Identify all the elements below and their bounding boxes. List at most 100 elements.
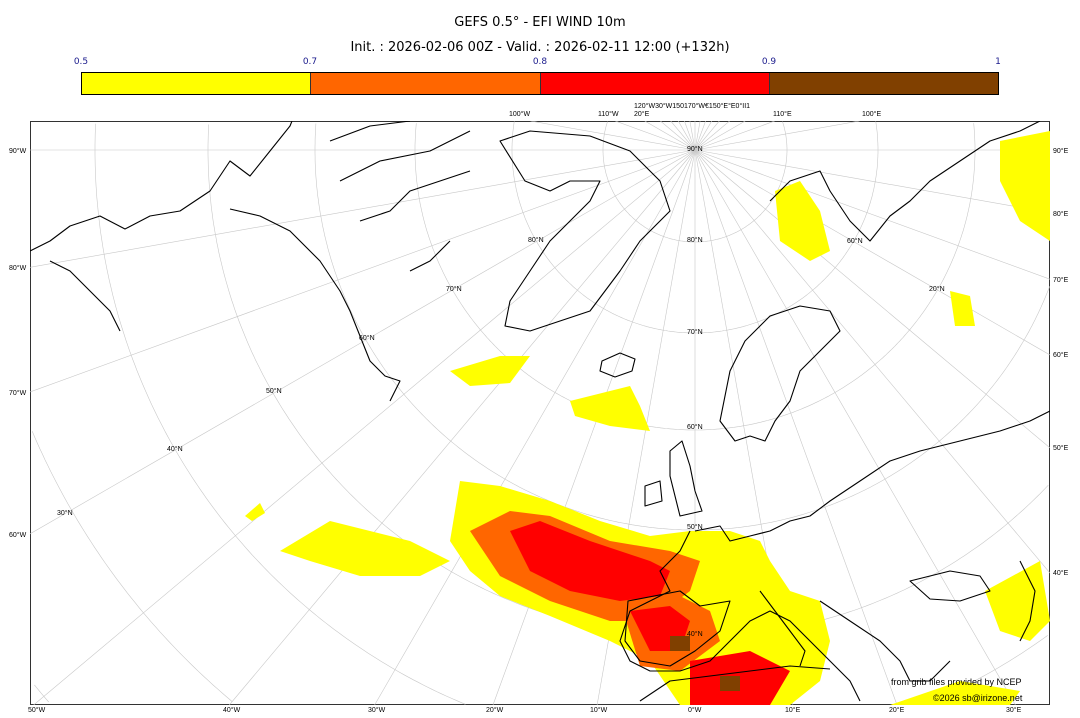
meridian-line — [530, 121, 696, 151]
lon-label: 80°E — [1053, 211, 1069, 218]
efi-area-iceland-south — [570, 386, 650, 431]
coastline-black-caspian — [909, 560, 1036, 642]
lon-label: 60°W — [9, 532, 27, 539]
parallel-circle — [34, 684, 49, 703]
lon-label: 60°E — [1053, 352, 1069, 359]
meridian-line — [694, 121, 730, 151]
meridian-line — [670, 121, 696, 151]
coastline-iceland — [599, 352, 636, 378]
lon-label: 120°W30°W150170°W€150°E°E0°II120°E — [634, 103, 751, 118]
colorbar-tick: 0.5 — [73, 57, 89, 67]
parallel-circle — [207, 124, 1049, 638]
meridian-line — [374, 149, 696, 705]
lon-label: 30°E — [1006, 707, 1022, 714]
lon-label: 90°E — [1053, 148, 1069, 155]
meridian-line — [694, 121, 860, 151]
meridian-line — [694, 121, 720, 151]
lat-label: 60°N — [847, 238, 863, 245]
lon-label: 20°W — [486, 707, 504, 714]
meridian-line — [694, 149, 898, 705]
lat-label: 60°N — [687, 424, 703, 431]
lon-label: 30°W — [368, 707, 386, 714]
lon-label: 40°W — [223, 707, 241, 714]
lon-label: 40°E — [1053, 570, 1069, 577]
lon-label: 100°W — [509, 111, 531, 118]
lon-label: 110°E — [773, 111, 792, 118]
meridian-line — [694, 121, 775, 151]
lat-label: 50°N — [266, 388, 282, 395]
lon-label: 50°E — [1053, 445, 1069, 452]
colorbar-tick: 1 — [995, 57, 1001, 67]
coastline-british-isles — [644, 440, 703, 517]
meridian-line — [492, 149, 696, 705]
meridian-line — [694, 149, 1050, 356]
coastline-russia-arctic — [769, 121, 1041, 242]
lon-label: 0°W — [688, 707, 702, 714]
coastline-scandinavia — [719, 305, 841, 442]
lon-label: 110°W — [598, 111, 619, 118]
coastline-greenland — [499, 130, 671, 332]
meridian-line — [694, 149, 1016, 705]
efi-area-south-greenland — [450, 356, 530, 386]
coastline-north-africa — [639, 665, 831, 702]
colorbar-segment-red — [540, 73, 770, 94]
map-canvas — [30, 121, 1050, 705]
coastline-europe — [619, 410, 1050, 702]
colorbar-tick: 0.9 — [761, 57, 777, 67]
meridian-line — [694, 121, 712, 151]
meridian-line — [694, 149, 1050, 280]
parallel-circle — [31, 431, 233, 702]
meridian-line — [694, 121, 706, 151]
meridian-line — [678, 121, 696, 151]
meridian-line — [689, 121, 696, 151]
efi-area-turkey — [890, 681, 1020, 705]
meridian-line — [694, 121, 746, 151]
meridian-line — [615, 121, 696, 151]
lon-label: 10°W — [590, 707, 608, 714]
lon-label: 90°W — [9, 148, 27, 155]
lat-label: 60°N — [359, 335, 375, 342]
efi-area-iberia-brown — [670, 636, 690, 651]
coastlines — [30, 121, 1050, 702]
parallel-circle — [511, 121, 879, 334]
colorbar-tick: 0.7 — [302, 57, 318, 67]
lat-label: 20°N — [929, 286, 945, 293]
meridian-line — [644, 121, 696, 151]
lat-label: 70°N — [687, 329, 703, 336]
coastline-canadian-arctic — [329, 121, 471, 272]
lat-label: 30°N — [57, 510, 73, 517]
lon-label: 50°W — [28, 707, 46, 714]
efi-area-west — [245, 503, 265, 521]
lon-label: 70°E — [1053, 277, 1069, 284]
lat-label: 70°N — [446, 286, 462, 293]
lon-label: 100°E — [862, 111, 882, 118]
colorbar-segment-brown — [769, 73, 998, 94]
lon-label: 70°W — [9, 390, 27, 397]
copyright-credit: ©2026 sb@irizone.net — [933, 693, 1023, 703]
lat-label: 80°N — [528, 237, 544, 244]
chart-subtitle: Init. : 2026-02-06 00Z - Valid. : 2026-0… — [350, 40, 730, 55]
efi-area-urals — [950, 291, 975, 326]
meridian-line — [694, 149, 1050, 213]
parallel-circle — [414, 123, 976, 431]
lat-label: 90°N — [687, 146, 703, 153]
efi-area-caspian — [985, 561, 1050, 641]
efi-area-atlantic-red — [510, 521, 670, 601]
coastline-italy-balkans — [759, 590, 951, 682]
meridian-line — [694, 121, 701, 151]
lat-label: 50°N — [687, 524, 703, 531]
colorbar — [81, 72, 999, 95]
parallel-circle — [314, 123, 1050, 531]
coastline-north-america — [30, 121, 401, 402]
meridian-line — [694, 149, 1050, 449]
lat-label: 40°N — [687, 631, 703, 638]
meridian-line — [30, 149, 696, 393]
meridian-line — [30, 149, 696, 268]
parallel-circle — [602, 121, 788, 243]
efi-areas — [245, 131, 1050, 705]
chart-title: GEFS 0.5° - EFI WIND 10m — [454, 15, 626, 30]
colorbar-tick: 0.8 — [532, 57, 548, 67]
meridian-line — [33, 149, 696, 705]
colorbar-segment-orange — [311, 73, 541, 94]
